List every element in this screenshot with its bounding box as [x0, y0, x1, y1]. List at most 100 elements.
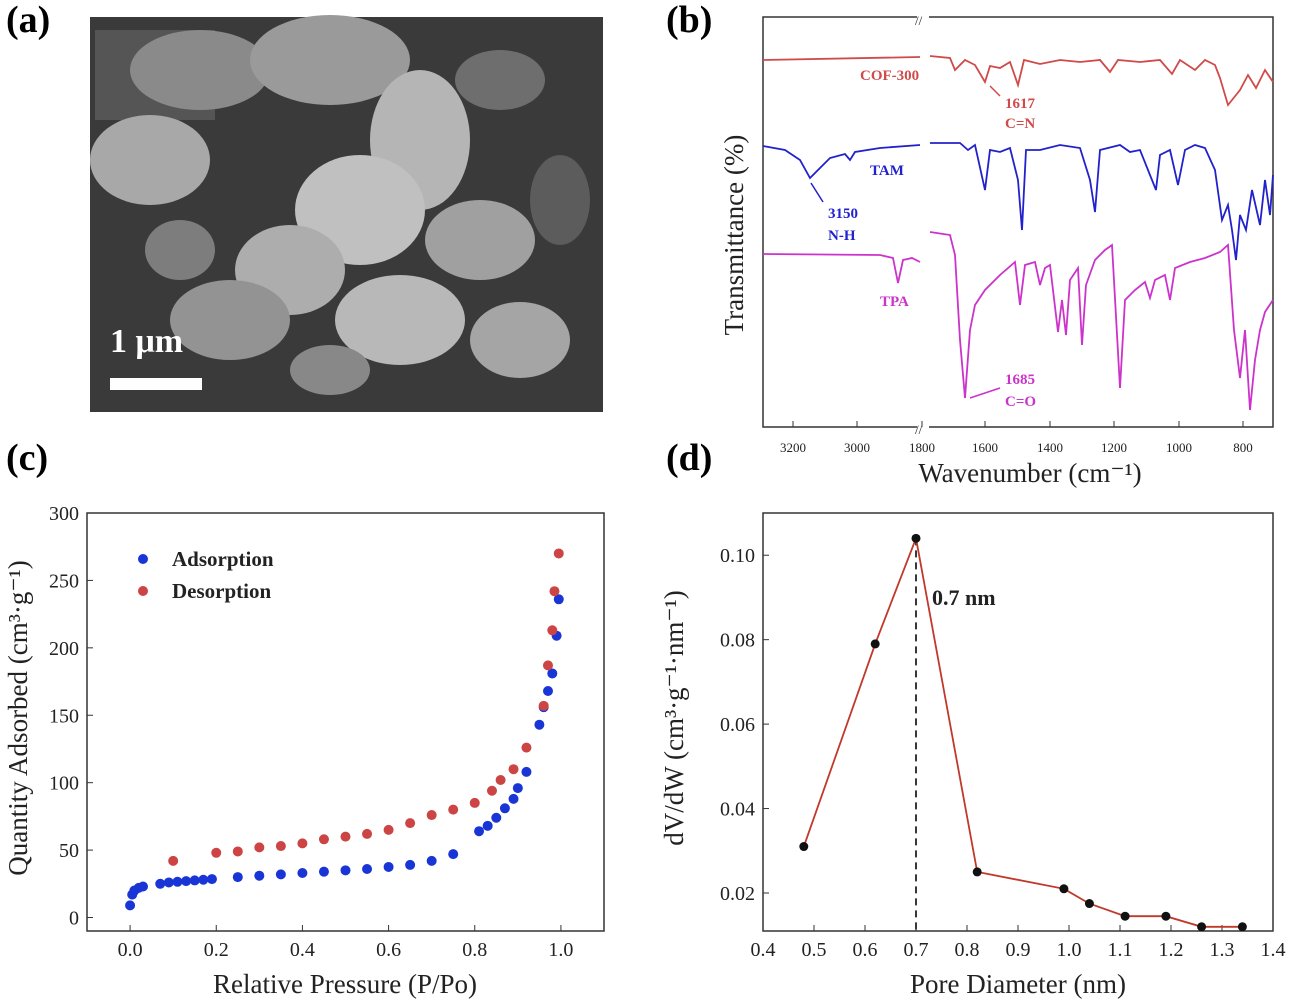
ftir-frame	[762, 16, 1274, 428]
panel-label-b: (b)	[666, 0, 712, 41]
scale-bar	[110, 378, 202, 390]
ftir-xtick-1000: 1000	[1166, 440, 1192, 455]
arrow-3150	[810, 182, 824, 203]
adsorption-point	[521, 766, 532, 777]
pore-point	[1197, 922, 1207, 932]
adsorption-point	[206, 874, 217, 885]
scale-bar-label: 1 μm	[110, 323, 183, 360]
ftir-chart: // // COF-300 1617 C=N TAM 3150 N-H TPA …	[719, 10, 1274, 488]
desorption-point	[426, 810, 437, 821]
adsorption-point	[163, 877, 174, 888]
ann-cn: C=N	[1005, 116, 1035, 132]
desorption-point	[362, 828, 373, 839]
adsorption-point	[405, 859, 416, 870]
desorption-point	[495, 774, 506, 785]
isotherm-ytick-label: 200	[49, 638, 79, 660]
isotherm-xtick-label: 0.0	[118, 939, 143, 961]
pore-xtick-label: 0.8	[955, 939, 980, 961]
pore-point	[870, 639, 880, 649]
ftir-xticks: 3200 3000 1800 1600 1400 1200 1000 800	[780, 421, 1253, 455]
ftir-xtick-800: 800	[1233, 440, 1253, 455]
isotherm-frame	[86, 512, 605, 932]
desorption-point	[549, 586, 560, 597]
legend-marker-desorption	[138, 586, 148, 596]
desorption-point	[405, 818, 416, 829]
isotherm-ylabel: Quantity Adsorbed (cm³·g⁻¹)	[3, 560, 33, 875]
adsorption-point	[542, 685, 553, 696]
pore-point	[1237, 922, 1247, 932]
desorption-point	[542, 660, 553, 671]
adsorption-point	[254, 870, 265, 881]
pore-ytick-label: 0.04	[720, 799, 755, 821]
pore-point	[911, 533, 921, 543]
desorption-point	[340, 831, 351, 842]
pore-ytick-label: 0.08	[720, 630, 755, 652]
label-cof300: COF-300	[860, 68, 919, 84]
isotherm-xtick-label: 1.0	[548, 939, 573, 961]
tpa-spectrum	[762, 231, 1274, 411]
adsorption-point	[318, 866, 329, 877]
ftir-ylabel: Transmittance (%)	[719, 135, 749, 336]
ann-co: C=O	[1005, 394, 1036, 410]
desorption-point	[168, 855, 179, 866]
desorption-point	[275, 841, 286, 852]
isotherm-ytick-label: 50	[59, 840, 79, 862]
isotherm-ytick-label: 100	[49, 773, 79, 795]
pore-point	[1059, 884, 1069, 894]
label-tam: TAM	[870, 163, 904, 179]
desorption-point	[469, 797, 480, 808]
pore-xtick-label: 1.1	[1108, 939, 1133, 961]
pore-xtick-label: 1.3	[1210, 939, 1235, 961]
adsorption-point	[508, 793, 519, 804]
ftir-xtick-1800: 1800	[909, 440, 935, 455]
pore-point	[972, 867, 982, 877]
pore-point	[1161, 911, 1171, 921]
label-tpa: TPA	[880, 294, 909, 310]
desorption-point	[521, 742, 532, 753]
adsorption-point	[275, 869, 286, 880]
ftir-xtick-3000: 3000	[844, 440, 870, 455]
isotherm-chart: 0.0 0.2 0.4 0.6 0.8 1.0 0 50 100 150 200 250 300 Ads…	[3, 503, 605, 999]
adsorption-point	[499, 803, 510, 814]
axis-break-top: //	[915, 13, 923, 28]
pore-ytick-label: 0.02	[720, 883, 755, 905]
isotherm-xtick-label: 0.4	[290, 939, 315, 961]
ftir-xtick-3200: 3200	[780, 440, 806, 455]
pore-ylabel: dV/dW (cm³·g⁻¹·nm⁻¹)	[659, 590, 689, 846]
legend-label-desorption: Desorption	[172, 579, 271, 603]
pore-xtick-label: 0.9	[1006, 939, 1031, 961]
adsorption-point	[125, 900, 136, 911]
adsorption-point	[297, 868, 308, 879]
desorption-point	[508, 764, 519, 775]
isotherm-ytick-label: 250	[49, 570, 79, 592]
adsorption-point	[362, 863, 373, 874]
ann-nh: N-H	[828, 228, 856, 244]
pore-xtick-label: 1.4	[1261, 939, 1286, 961]
desorption-point	[383, 824, 394, 835]
adsorption-point	[383, 861, 394, 872]
adsorption-point	[155, 878, 166, 889]
pore-frame	[762, 512, 1274, 932]
isotherm-legend: Adsorption Desorption	[138, 547, 274, 603]
desorption-point	[297, 838, 308, 849]
pore-point	[1120, 911, 1130, 921]
desorption-point	[486, 785, 497, 796]
isotherm-ytick-label: 0	[69, 908, 79, 930]
cof300-spectrum	[762, 55, 1274, 107]
pore-point	[799, 842, 809, 852]
desorption-point	[211, 847, 222, 858]
adsorption-point	[138, 881, 149, 892]
pore-ytick-label: 0.06	[720, 714, 755, 736]
desorption-point	[553, 548, 564, 559]
desorption-point	[232, 846, 243, 857]
pore-xtick-label: 0.6	[853, 939, 878, 961]
panel-label-d: (d)	[666, 437, 712, 479]
pore-size-chart: 0.4 0.5 0.6 0.7 0.8 0.9 1.0 1.1 1.2 1.3 1.4 0.02 0.0…	[659, 512, 1286, 999]
pore-ytick-label: 0.10	[720, 545, 755, 567]
adsorption-point	[181, 876, 192, 887]
adsorption-point	[553, 594, 564, 605]
desorption-point	[538, 700, 549, 711]
adsorption-point	[189, 875, 200, 886]
tam-spectrum	[762, 142, 1274, 261]
